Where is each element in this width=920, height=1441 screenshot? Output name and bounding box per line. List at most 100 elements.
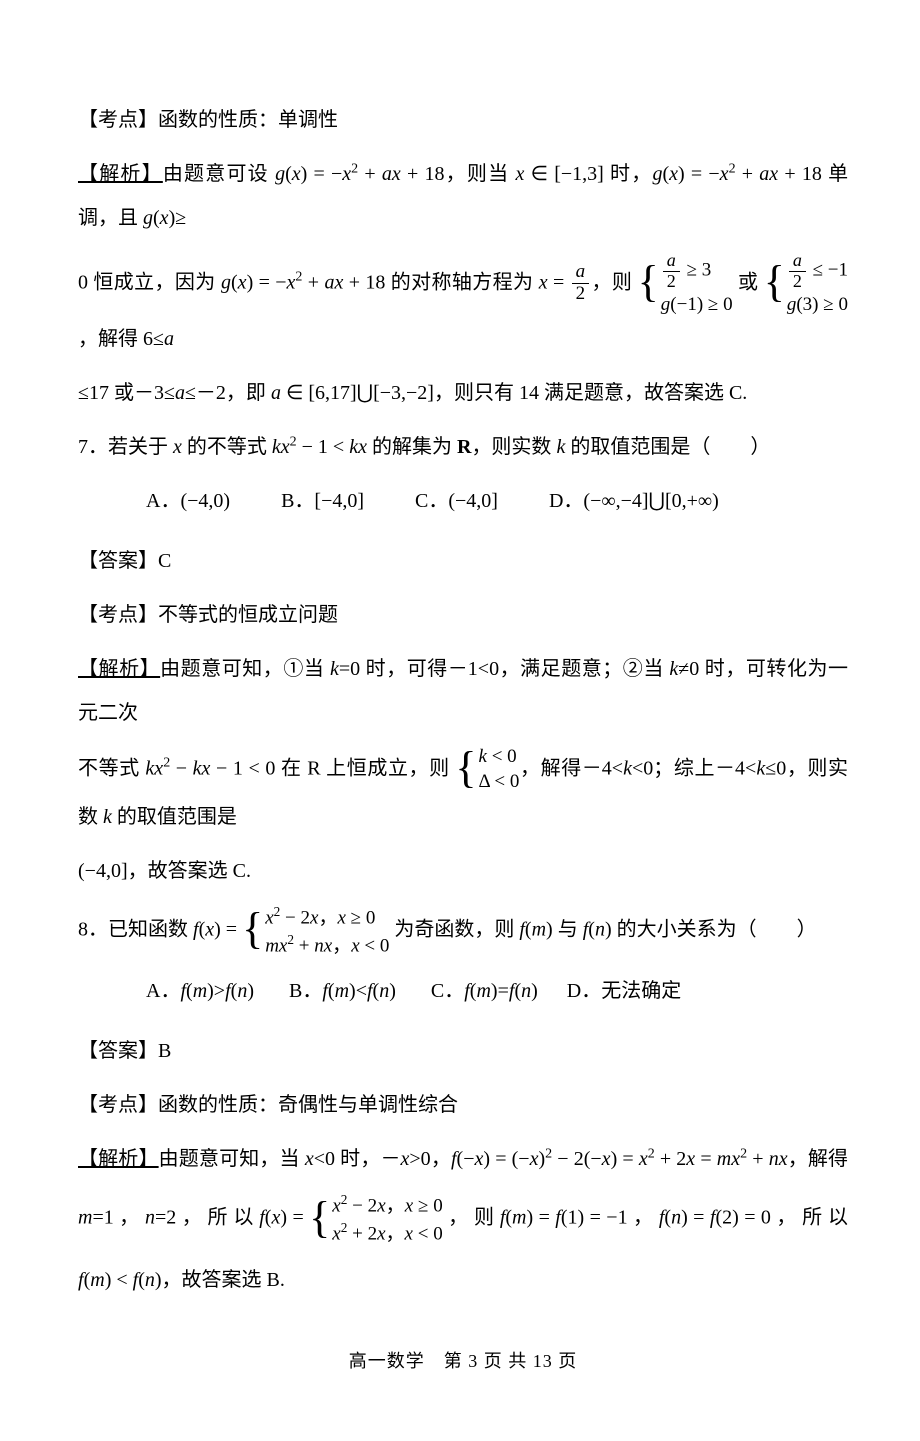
math-var: a (271, 382, 281, 404)
analysis-7-para-3: (−4,0]，故答案选 C. (78, 849, 848, 893)
option-C-label: C． (415, 490, 448, 512)
math-var: a (175, 382, 185, 404)
text: ，故答案选 B. (162, 1269, 285, 1291)
analysis-label: 【解析】 (78, 1148, 159, 1170)
math-var: k (556, 436, 565, 458)
text: <0；综上－4< (632, 758, 756, 780)
text: 在 R 上恒成立，则 (275, 758, 455, 780)
math-var: x (539, 271, 548, 293)
text: ，故答案选 C. (128, 860, 251, 882)
superscript: 2 (295, 270, 302, 285)
piecewise-1: x2 − 2x，x ≥ 0mx2 + nx，x < 0 (265, 903, 389, 959)
answer-text: 【答案】C (78, 550, 171, 572)
analysis-7-para-2: 不等式 kx2 − kx − 1 < 0 在 R 上恒成立，则 {k < 0Δ … (78, 745, 848, 839)
math-var: n (595, 919, 605, 941)
topic-text: 【考点】函数的性质：单调性 (78, 109, 338, 131)
option-D-label: D． (549, 490, 583, 512)
text: =2 ， 所 以 (155, 1207, 259, 1229)
superscript: 2 (351, 161, 358, 176)
topic-7: 【考点】不等式的恒成立问题 (78, 593, 848, 637)
topic-text: 【考点】函数的性质：奇偶性与单调性综合 (78, 1094, 458, 1116)
option-A-label: A． (146, 490, 180, 512)
superscript: 2 (290, 435, 297, 450)
math-expr: f (193, 919, 199, 941)
superscript: 2 (729, 161, 736, 176)
math-expr: f (322, 980, 328, 1002)
answer-8: 【答案】B (78, 1029, 848, 1073)
option-C-label: C． (431, 980, 464, 1002)
question-8-stem: 8．已知函数 f(x) = {x2 − 2x，x ≥ 0mx2 + nx，x <… (78, 903, 848, 959)
text: =0 时，可得－1<0，满足题意；②当 (339, 658, 670, 680)
math-var: x (292, 163, 301, 185)
math-var: ax (759, 163, 778, 185)
text: >0， (409, 1148, 451, 1170)
math-expr: f (519, 919, 525, 941)
math-var: m (78, 1207, 92, 1229)
math-var: m (532, 919, 546, 941)
math-expr: f (225, 980, 231, 1002)
text: 0 恒成立，因为 (78, 271, 221, 293)
math-expr: f (133, 1269, 139, 1291)
text: 为奇函数，则 (389, 919, 519, 941)
math-var: x (238, 271, 247, 293)
text: 8．已知函数 (78, 919, 193, 941)
set-R: R (457, 436, 471, 458)
topic-text: 【考点】不等式的恒成立问题 (78, 604, 338, 626)
answer-text: 【答案】B (78, 1040, 171, 1062)
math-expr: f (500, 1207, 506, 1229)
analysis-8-para-3: f(m) < f(n)，故答案选 B. (78, 1258, 848, 1302)
text: 的解集为 (367, 436, 457, 458)
text: ， 所 以 (771, 1207, 848, 1229)
text: ，解得－4< (519, 758, 623, 780)
math-var: x (342, 163, 351, 185)
math-expr: g (143, 207, 153, 229)
option-C-value: (−4,0] (448, 490, 498, 512)
math-var: x (160, 207, 169, 229)
math-var: ax (324, 271, 343, 293)
answer-7: 【答案】C (78, 539, 848, 583)
analysis-7-para-1: 【解析】由题意可知，①当 k=0 时，可得－1<0，满足题意；②当 k≠0 时，… (78, 647, 848, 735)
math-var: x (305, 1148, 314, 1170)
math-expr: f (259, 1207, 265, 1229)
page-footer: 高一数学 第 3 页 共 13 页 (78, 1342, 848, 1382)
math-var: k (756, 758, 765, 780)
math-var: n (145, 1207, 155, 1229)
math-var: kx (349, 436, 367, 458)
math-expr: f (78, 1269, 84, 1291)
text: ，则 (591, 271, 638, 293)
text: ， (628, 1207, 659, 1229)
text: 的取值范围是（ ） (565, 436, 770, 458)
footer-text: 高一数学 第 3 页 共 13 页 (349, 1351, 578, 1371)
text: ，解得 6≤ (78, 328, 164, 350)
system-2: a2 ≤ −1g(3) ≥ 0 (787, 250, 848, 317)
math-var: x (173, 436, 182, 458)
math-var: x (516, 163, 525, 185)
brace-icon: { (764, 262, 785, 302)
fraction: a2 (570, 262, 592, 305)
system-3: k < 0Δ < 0 (479, 745, 520, 795)
text: ，则实数 (471, 436, 556, 458)
math-var: k (103, 806, 112, 828)
text: 由题意可知，①当 (160, 658, 330, 680)
math-var: ax (382, 163, 401, 185)
math-var: x (669, 163, 678, 185)
math-var: k (330, 658, 339, 680)
option-D-text: D．无法确定 (567, 980, 681, 1002)
option-B-label: B． (289, 980, 322, 1002)
text: ≤－2，即 (185, 382, 271, 404)
analysis-para-3: ≤17 或－3≤a≤－2，即 a ∈ [6,17]⋃[−3,−2]，则只有 14… (78, 371, 848, 415)
text: 由题意可设 (163, 163, 275, 185)
question-7-stem: 7．若关于 x 的不等式 kx2 − 1 < kx 的解集为 R，则实数 k 的… (78, 425, 848, 469)
piecewise-2: x2 − 2x，x ≥ 0x2 + 2x，x < 0 (332, 1191, 442, 1247)
math-expr: g (221, 271, 231, 293)
system-1: a2 ≥ 3g(−1) ≥ 0 (661, 250, 733, 317)
math-expr: g (275, 163, 285, 185)
math-expr: g (652, 163, 662, 185)
brace-icon: { (309, 1198, 330, 1238)
math-expr: f (180, 980, 186, 1002)
text: 的不等式 (182, 436, 272, 458)
text: 时， (604, 163, 653, 185)
text: <0 时，－ (314, 1148, 401, 1170)
topic-line: 【考点】函数的性质：单调性 (78, 98, 848, 142)
math-expr: f (367, 980, 373, 1002)
